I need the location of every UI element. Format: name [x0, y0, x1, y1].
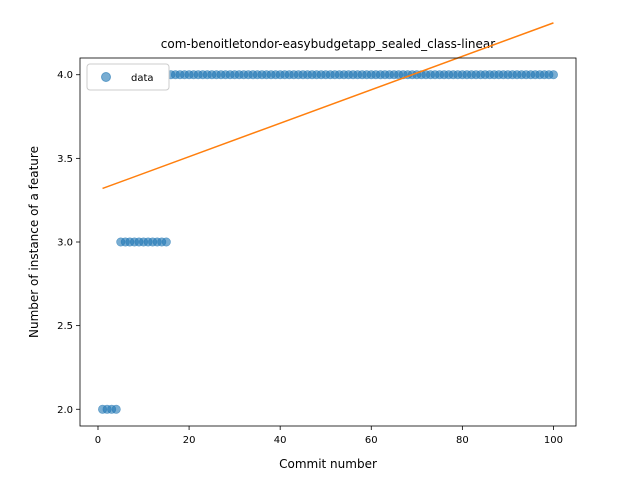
- data-point-99: [548, 70, 558, 80]
- legend-box: [86, 63, 170, 91]
- x-tick-label-1: 20: [183, 435, 196, 446]
- y-axis-title: Number of instance of a feature: [27, 146, 41, 338]
- x-tick-label-5: 100: [544, 435, 563, 446]
- x-tick-label-4: 80: [456, 435, 469, 446]
- legend-label-data: data: [131, 73, 154, 84]
- legend: data: [86, 63, 170, 91]
- x-axis-title: Commit number: [279, 457, 377, 471]
- y-tick-label-0: 2.0: [57, 405, 73, 416]
- plot-area: 0 20 40 60 80 100 2.0 2.5 3.0 3.5 4.0: [57, 22, 577, 446]
- y-tick-label-3: 3.5: [57, 154, 73, 165]
- data-point-14: [161, 237, 171, 247]
- data-point-3: [111, 404, 121, 414]
- x-tick-label-2: 40: [274, 435, 287, 446]
- fit-line: [102, 22, 554, 190]
- y-tick-label-1: 2.5: [57, 321, 73, 332]
- y-tick-label-2: 3.0: [57, 238, 73, 249]
- legend-marker-data: [101, 72, 111, 82]
- y-tick-label-4: 4.0: [57, 70, 73, 81]
- axes-frame: [79, 57, 577, 427]
- x-tick-label-0: 0: [95, 435, 101, 446]
- x-tick-label-3: 60: [365, 435, 378, 446]
- chart-title: com-benoitletondor-easybudgetapp_sealed_…: [161, 37, 495, 51]
